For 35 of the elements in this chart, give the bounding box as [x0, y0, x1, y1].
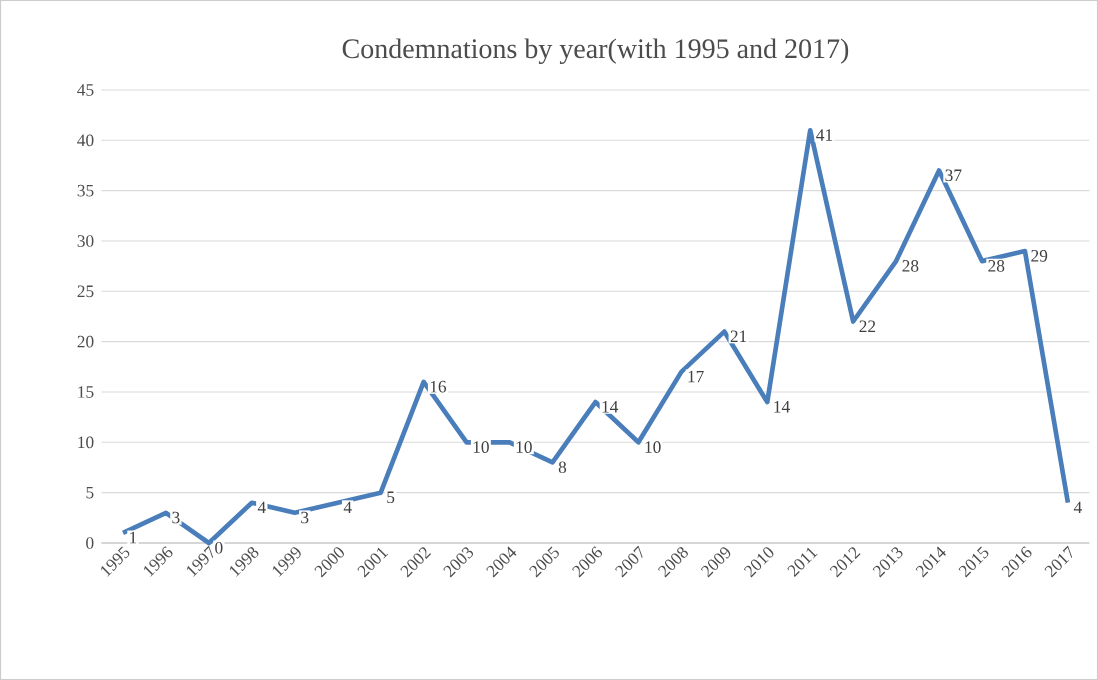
data-label: 10	[516, 441, 532, 453]
data-label: 14	[774, 400, 790, 413]
y-tick-label: 0	[86, 537, 94, 549]
y-tick-label: 45	[77, 84, 94, 96]
data-label: 3	[301, 511, 309, 524]
x-tick-label: 2011	[787, 547, 818, 577]
data-label: 21	[730, 330, 747, 342]
y-tick-label: 35	[77, 184, 94, 197]
data-label: 10	[645, 441, 661, 453]
data-label: 28	[988, 260, 1005, 272]
data-label: 4	[343, 501, 352, 514]
y-tick-label: 40	[77, 134, 94, 147]
data-label: 16	[430, 380, 447, 393]
y-tick-label: 30	[77, 235, 94, 247]
y-tick-label: 10	[78, 436, 94, 449]
data-label: 3	[172, 511, 180, 524]
data-label: 17	[688, 370, 704, 383]
y-tick-label: 25	[77, 285, 94, 298]
data-label: 10	[473, 441, 489, 453]
data-label: 41	[816, 129, 833, 141]
data-label: 0	[215, 541, 223, 554]
data-label: 4	[257, 501, 266, 514]
y-tick-label: 20	[77, 335, 94, 348]
y-tick-label: 5	[86, 486, 94, 499]
data-label: 4	[1073, 501, 1082, 514]
data-label: 29	[1031, 249, 1048, 262]
data-label: 28	[902, 260, 919, 272]
data-label: 22	[859, 320, 876, 332]
data-label: 1	[130, 531, 137, 544]
data-label: 14	[602, 400, 619, 413]
data-label: 8	[558, 461, 567, 474]
data-label: 37	[945, 169, 962, 182]
data-label: 5	[387, 491, 395, 504]
y-tick-label: 15	[78, 386, 94, 398]
chart-title: Condemnations by year(with 1995 and 2017)	[342, 38, 849, 64]
